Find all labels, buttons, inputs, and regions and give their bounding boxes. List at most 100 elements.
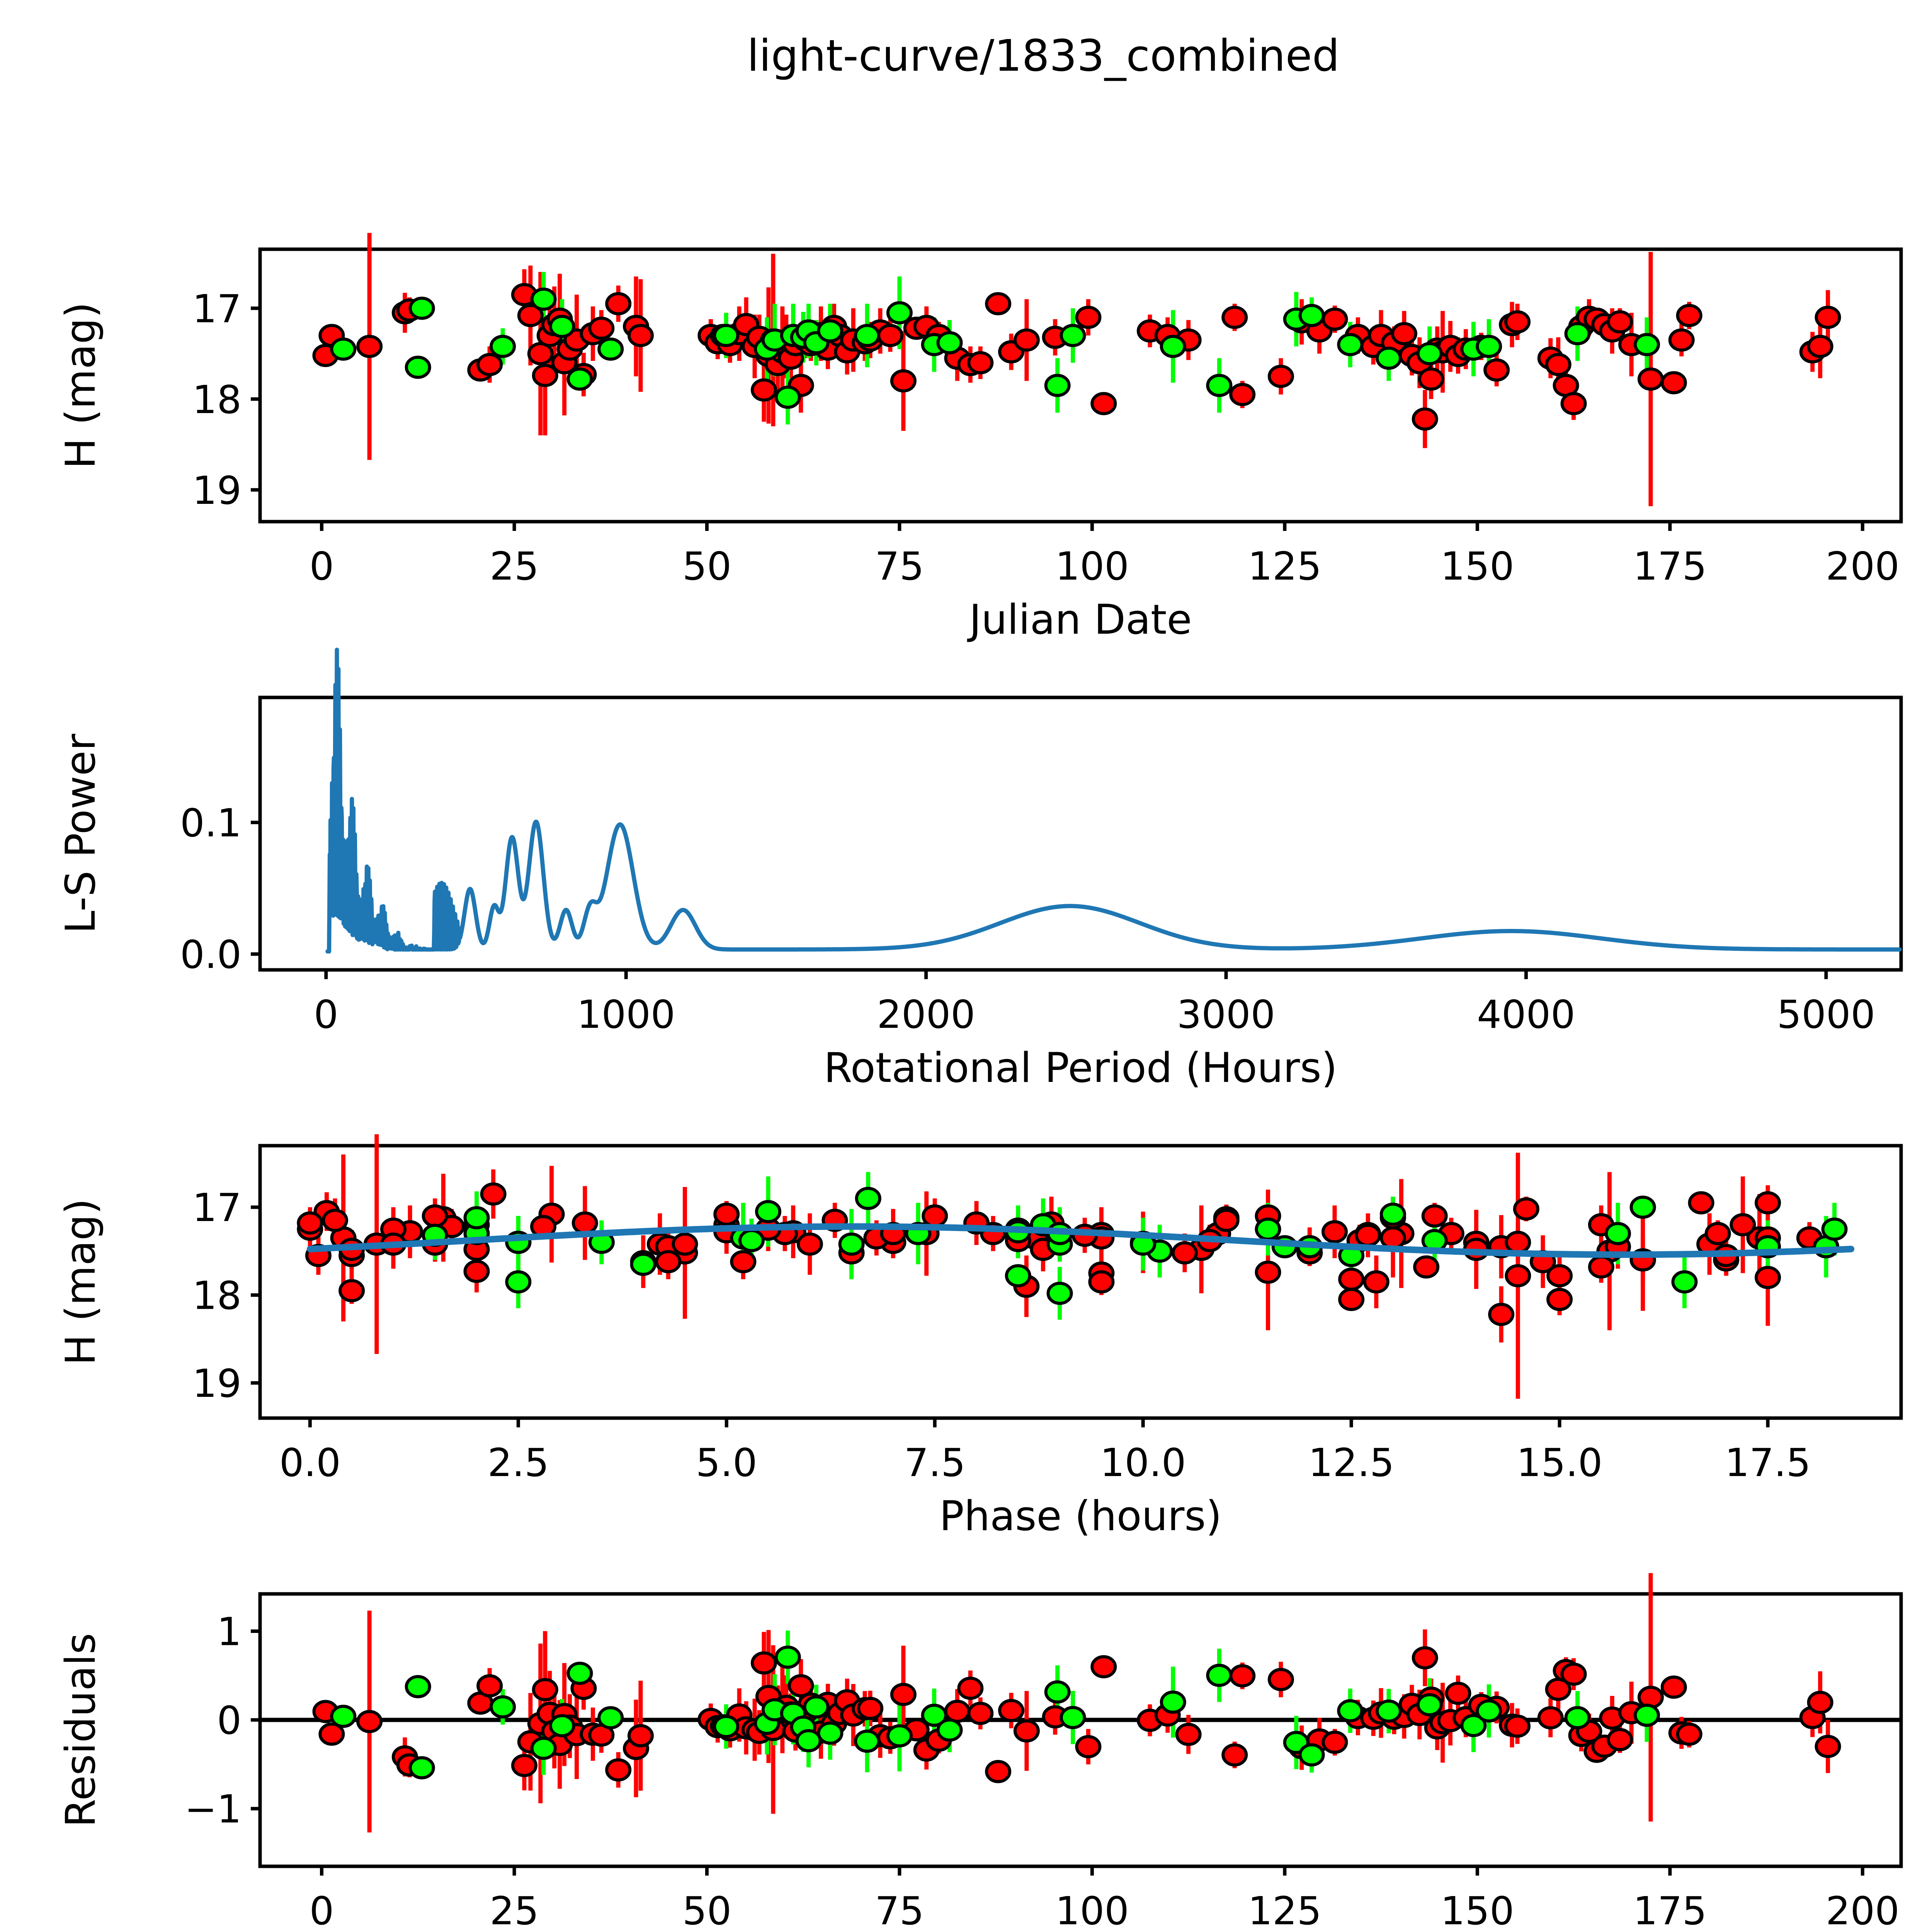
data-point <box>1060 1706 1086 1729</box>
data-point <box>356 335 383 358</box>
x-tick-label: 125 <box>1248 1888 1321 1932</box>
data-point <box>1513 1197 1539 1221</box>
data-point <box>1505 1231 1531 1254</box>
data-point <box>886 301 913 325</box>
data-point <box>1560 1662 1587 1686</box>
data-point <box>330 337 357 361</box>
data-point <box>490 1695 516 1719</box>
data-point <box>755 1200 782 1223</box>
x-tick-label: 175 <box>1633 1888 1707 1932</box>
data-point <box>921 1704 947 1727</box>
data-point <box>944 1699 971 1723</box>
data-point <box>1298 304 1325 327</box>
data-point <box>408 1756 435 1779</box>
data-point <box>1588 1255 1614 1279</box>
data-point <box>855 1187 881 1210</box>
data-point <box>1537 1706 1564 1730</box>
y-tick-label: 1 <box>217 1609 242 1654</box>
data-point <box>1298 1743 1325 1767</box>
data-point <box>1338 1287 1365 1311</box>
data-point <box>505 1270 532 1294</box>
x-axis-label: Phase (hours) <box>939 1492 1222 1540</box>
data-point <box>463 1206 490 1230</box>
data-point <box>1418 367 1444 391</box>
panel-light-curve: 0 25 50 75 100 125 150 175 200 17 18 19 Julian Date H… <box>57 233 1903 643</box>
data-point <box>630 1253 656 1276</box>
data-point <box>1560 392 1587 415</box>
data-point <box>795 1729 822 1752</box>
y-tick-label: 0 <box>217 1698 242 1743</box>
data-point <box>480 1182 507 1206</box>
data-point <box>1013 1719 1040 1743</box>
data-point <box>1634 1704 1660 1727</box>
data-point <box>1605 1222 1631 1245</box>
data-point <box>1821 1218 1848 1241</box>
data-point <box>1445 1682 1471 1705</box>
y-tick-label: 19 <box>192 1361 242 1406</box>
data-point <box>1160 1690 1186 1714</box>
data-point <box>511 1754 537 1777</box>
data-point <box>1175 1723 1202 1746</box>
data-point <box>1213 1209 1240 1232</box>
data-point <box>803 1695 830 1719</box>
x-tick-label: 100 <box>1055 1888 1129 1932</box>
data-point <box>713 1715 740 1738</box>
data-point <box>1676 304 1702 327</box>
data-point <box>408 296 435 320</box>
data-point <box>1376 1699 1402 1723</box>
data-point <box>549 315 575 338</box>
data-point <box>597 337 624 361</box>
data-point <box>1730 1213 1756 1236</box>
data-point <box>817 319 844 343</box>
data-point <box>1564 1706 1591 1730</box>
x-tick-label: 100 <box>1055 544 1129 589</box>
plot-frame <box>258 1144 1903 1420</box>
data-point <box>1421 1204 1448 1228</box>
x-tick-label: 0 <box>314 992 338 1037</box>
data-point <box>1338 1267 1365 1291</box>
data-point <box>1412 1646 1438 1670</box>
data-point <box>1607 1728 1633 1752</box>
data-point <box>1416 1693 1443 1716</box>
data-point <box>1013 328 1040 352</box>
y-tick-label: 19 <box>192 468 242 513</box>
data-point <box>985 1760 1012 1783</box>
data-point <box>787 1674 814 1697</box>
x-tick-label: 17.5 <box>1725 1440 1811 1485</box>
data-point <box>774 1645 801 1669</box>
x-tick-label: 25 <box>490 1888 539 1932</box>
x-tick-label: 175 <box>1633 544 1707 589</box>
data-point <box>1637 367 1664 391</box>
data-point <box>297 1211 323 1235</box>
x-tick-label: 0.0 <box>279 1440 341 1485</box>
data-point <box>1321 307 1348 331</box>
data-point <box>985 292 1012 315</box>
x-tick-label: 75 <box>875 1888 924 1932</box>
data-series-group <box>312 233 1841 507</box>
data-point <box>1255 1218 1281 1241</box>
data-point <box>817 1721 844 1745</box>
data-point <box>571 1211 598 1235</box>
data-point <box>1337 333 1364 356</box>
x-tick-label: 25 <box>490 544 539 589</box>
data-point <box>1229 383 1256 406</box>
data-point <box>1255 1260 1281 1284</box>
data-point <box>330 1704 357 1728</box>
y-axis-label: Residuals <box>57 1633 104 1827</box>
data-point <box>1755 1266 1781 1289</box>
panel-phase-folded: 0.0 2.5 5.0 7.5 10.0 12.5 15.0 17.5 17 18 19 Phase … <box>57 1134 1903 1540</box>
data-point <box>1416 342 1443 366</box>
x-tick-label: 200 <box>1826 544 1900 589</box>
x-tick-label: 125 <box>1248 544 1321 589</box>
data-point <box>532 364 558 387</box>
data-point <box>1221 1743 1248 1767</box>
data-point <box>1044 374 1071 397</box>
x-tick-label: 2.5 <box>488 1440 549 1485</box>
plot-frame <box>258 696 1903 972</box>
data-point <box>1671 1270 1698 1294</box>
data-point <box>1476 335 1502 358</box>
data-point <box>1046 1282 1073 1305</box>
data-point <box>356 1710 383 1733</box>
x-tick-label: 5.0 <box>696 1440 757 1485</box>
